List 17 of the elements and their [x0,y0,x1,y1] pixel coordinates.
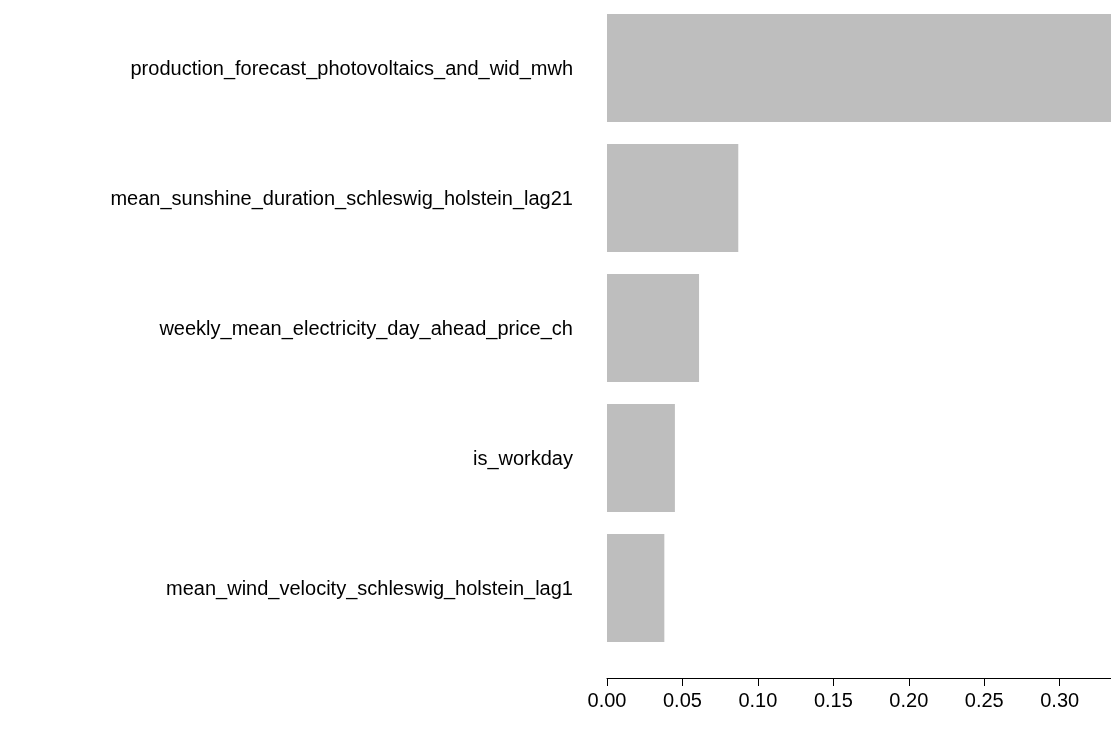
bar [607,404,675,512]
x-tick-label: 0.00 [587,689,627,711]
x-tick-label: 0.25 [964,689,1004,711]
x-tick-label: 0.20 [889,689,929,711]
y-tick-label: mean_sunshine_duration_schleswig_holstein_lag21 [110,187,573,210]
bar [607,534,665,642]
x-tick-label: 0.05 [662,689,702,711]
y-tick-label: production_forecast_photovoltaics_and_wid_mwh [130,57,573,80]
bar [607,274,700,382]
x-tick-label: 0.10 [738,689,778,711]
x-tick-label: 0.15 [813,689,853,711]
y-tick-label: weekly_mean_electricity_day_ahead_price_ch [158,317,573,340]
bar [607,14,1111,122]
bar [607,144,739,252]
x-tick-label: 0.30 [1040,689,1080,711]
y-tick-label: mean_wind_velocity_schleswig_holstein_lag1 [166,577,573,600]
y-tick-label: is_workday [472,447,573,470]
